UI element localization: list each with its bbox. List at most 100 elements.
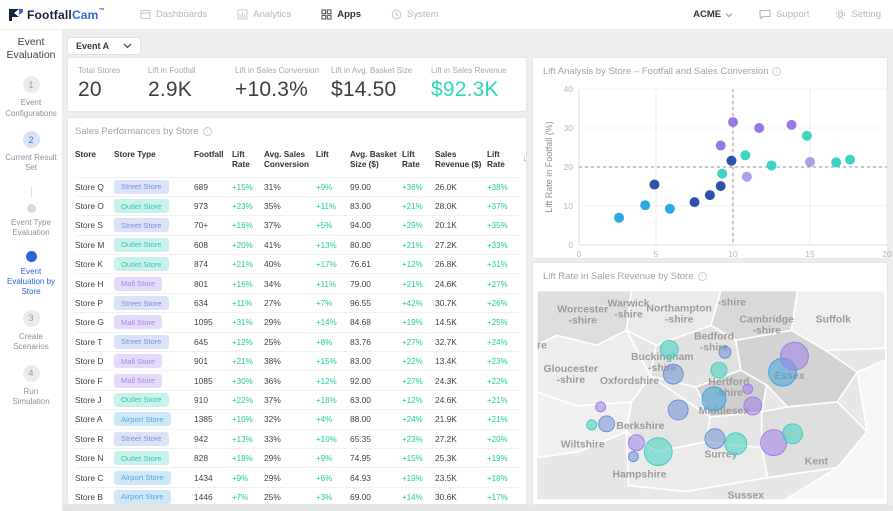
nav-dashboards[interactable]: Dashboards: [140, 9, 207, 20]
map-bubble[interactable]: [667, 399, 689, 421]
y-tick-label: 30: [564, 123, 574, 133]
cell-lift: +3%: [316, 492, 350, 502]
data-point[interactable]: [754, 123, 765, 133]
map-bubble[interactable]: [662, 363, 684, 385]
data-point[interactable]: [715, 140, 726, 151]
column-header-9[interactable]: Lift Rate: [487, 150, 505, 170]
column-header-1[interactable]: Store Type: [114, 150, 156, 159]
nav-apps[interactable]: Apps: [321, 9, 361, 20]
column-header-4[interactable]: Avg. Sales Conversion: [264, 150, 310, 170]
map-bubble[interactable]: [780, 341, 809, 371]
map-bubble[interactable]: [701, 386, 727, 412]
data-point[interactable]: [728, 117, 738, 128]
step-event-eval-dot[interactable]: [25, 250, 37, 262]
lift-value: +4%: [316, 415, 333, 425]
info-icon[interactable]: i: [202, 127, 212, 136]
map-bubble[interactable]: [760, 429, 788, 457]
nav-analytics[interactable]: Analytics: [237, 9, 291, 20]
cell-sales-revenue-: 28.0K: [435, 201, 457, 212]
map-bubble[interactable]: [710, 361, 728, 379]
kpi-value: $92.3K: [431, 78, 499, 101]
cell-footfall: 942: [194, 433, 208, 444]
cell-store: Store H: [75, 278, 104, 289]
data-point[interactable]: [717, 168, 728, 179]
map-bubble[interactable]: [704, 428, 726, 450]
event-select[interactable]: Event A: [67, 37, 142, 55]
step-3-number: 3: [28, 313, 34, 324]
info-icon[interactable]: i: [772, 67, 782, 76]
step-3-circle[interactable]: 3: [22, 309, 40, 327]
data-point[interactable]: [786, 119, 797, 130]
step-event-eval-label[interactable]: Event Evaluation by Store: [6, 266, 56, 297]
info-icon[interactable]: i: [697, 272, 707, 281]
data-point[interactable]: [649, 179, 660, 190]
step-2-circle[interactable]: 2: [22, 131, 40, 149]
cell-sales-revenue-: 24.6K: [435, 394, 457, 405]
data-point[interactable]: [640, 200, 651, 211]
data-point[interactable]: [741, 171, 752, 182]
table-title-row: Sales Performances by Store i: [75, 126, 526, 137]
cell-store: Store C: [75, 472, 104, 483]
nav-system[interactable]: System: [391, 9, 439, 20]
logo-text: FootfallCam™: [27, 7, 105, 22]
column-header-7[interactable]: Lift Rate: [402, 150, 420, 170]
column-header-8[interactable]: Sales Revenue ($): [435, 150, 482, 170]
map-bubble[interactable]: [627, 451, 639, 463]
data-point[interactable]: [664, 203, 675, 214]
data-point[interactable]: [766, 160, 777, 171]
map-bubble[interactable]: [782, 423, 803, 445]
data-point[interactable]: [689, 197, 700, 208]
lift-value: +21%: [402, 279, 423, 289]
column-header-2[interactable]: Footfall: [194, 150, 224, 159]
map-bubble[interactable]: [724, 432, 748, 456]
lift-value: +23%: [402, 434, 423, 444]
data-point[interactable]: [845, 154, 856, 165]
map-bubble[interactable]: [595, 401, 607, 413]
table-row: Store J Outlet Store 910 +22% 37% +18% 63.00 +1…: [75, 389, 521, 409]
data-point[interactable]: [614, 212, 625, 223]
data-point[interactable]: [801, 130, 812, 141]
map-bubble[interactable]: [643, 437, 673, 467]
lift-value: +19%: [402, 473, 423, 483]
step-event-type-dot[interactable]: [26, 203, 36, 213]
data-point[interactable]: [740, 150, 751, 161]
data-point[interactable]: [726, 155, 737, 166]
sort-desc-icon[interactable]: ↓: [522, 153, 528, 163]
step-2-label[interactable]: Current Result Set: [5, 153, 57, 173]
cell-footfall: 645: [194, 336, 208, 347]
data-point[interactable]: [831, 157, 842, 168]
map-bubble[interactable]: [659, 339, 679, 359]
column-header-6[interactable]: Avg. Basket Size ($): [350, 150, 397, 170]
step-1-circle[interactable]: 1: [22, 76, 40, 94]
column-header-3[interactable]: Lift Rate: [232, 150, 250, 170]
region-label: Sussex: [728, 490, 765, 501]
account-menu[interactable]: ACME: [693, 9, 733, 20]
cell-avg-sales-conversion: 29%: [264, 453, 281, 464]
step-4-circle[interactable]: 4: [22, 364, 40, 382]
lift-value: +31%: [487, 260, 508, 270]
data-point[interactable]: [704, 190, 715, 201]
map-bubble[interactable]: [627, 434, 645, 452]
data-point[interactable]: [805, 156, 815, 167]
step-4-label[interactable]: Run Simulation: [12, 386, 50, 406]
setting-link[interactable]: Setting: [835, 9, 881, 20]
cell-footfall: 70+: [194, 220, 209, 231]
map-bubble[interactable]: [598, 415, 616, 433]
map-bubble[interactable]: [718, 345, 732, 359]
column-header-5[interactable]: Lift: [316, 150, 329, 159]
cell-lift-rate: +25%: [487, 317, 521, 327]
support-link[interactable]: Support: [759, 9, 809, 20]
step-1-label[interactable]: Event Configurations: [5, 98, 57, 118]
footfallcam-logo[interactable]: FootfallCam™: [0, 8, 150, 22]
column-header-0[interactable]: Store: [75, 150, 96, 159]
horizontal-scroll-track[interactable]: [62, 505, 893, 511]
lift-value: +21%: [402, 202, 423, 212]
data-point[interactable]: [715, 181, 726, 192]
map-bubble[interactable]: [586, 419, 598, 431]
bubble-map[interactable]: Worcester -shire Warwick -shire Northampton -…: [536, 289, 886, 506]
step-event-type-label[interactable]: Event Type Evaluation: [11, 217, 51, 238]
map-bubble[interactable]: [742, 383, 754, 395]
step-3-label[interactable]: Create Scenarios: [13, 331, 49, 352]
map-bubble[interactable]: [743, 396, 763, 416]
